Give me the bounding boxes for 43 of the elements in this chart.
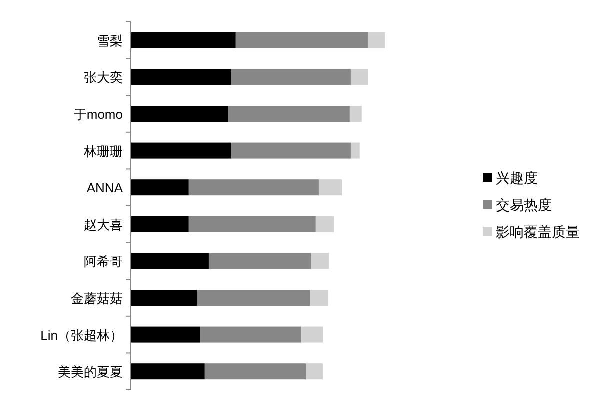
bar [231,69,351,86]
legend-label: 影响覆盖质量 [496,224,580,240]
bar [316,216,334,232]
bar [188,216,316,232]
y-tick-label: 林珊珊 [83,144,123,159]
bar [197,290,310,306]
bar [311,253,330,270]
bar [318,180,342,196]
bar [310,290,328,306]
y-tick-label: 于momo [74,107,123,122]
bar [301,326,324,343]
bar [131,253,209,270]
bar [236,32,368,48]
bar [306,364,324,380]
legend-label: 兴趣度 [496,170,538,186]
bar [208,253,312,270]
bar [131,180,189,196]
y-tick-label: 阿希哥 [84,254,123,270]
bar [350,106,362,122]
bar [131,69,232,86]
bar [131,142,232,159]
legend-label: 交易热度 [496,197,552,213]
bar [131,326,200,343]
bar [350,142,360,159]
y-tick-label: ANNA [86,180,124,196]
bar [131,216,189,232]
y-tick-label: 赵大喜 [84,217,123,232]
bar [368,32,385,48]
y-tick-label: 张大奕 [84,70,123,86]
bar [131,290,198,306]
y-tick-label: 金蘑菇菇 [71,291,123,306]
bar [204,364,306,380]
bar [200,326,302,343]
y-tick-label: 美美的夏夏 [58,364,123,380]
bar [228,106,350,122]
y-tick-label: 雪梨 [97,33,123,48]
bar [131,364,205,380]
bar [131,32,236,48]
bar [188,180,319,196]
bar [350,69,368,86]
y-tick-label: Lin（张超林） [40,328,123,343]
bar [231,142,351,159]
bar [131,106,228,122]
